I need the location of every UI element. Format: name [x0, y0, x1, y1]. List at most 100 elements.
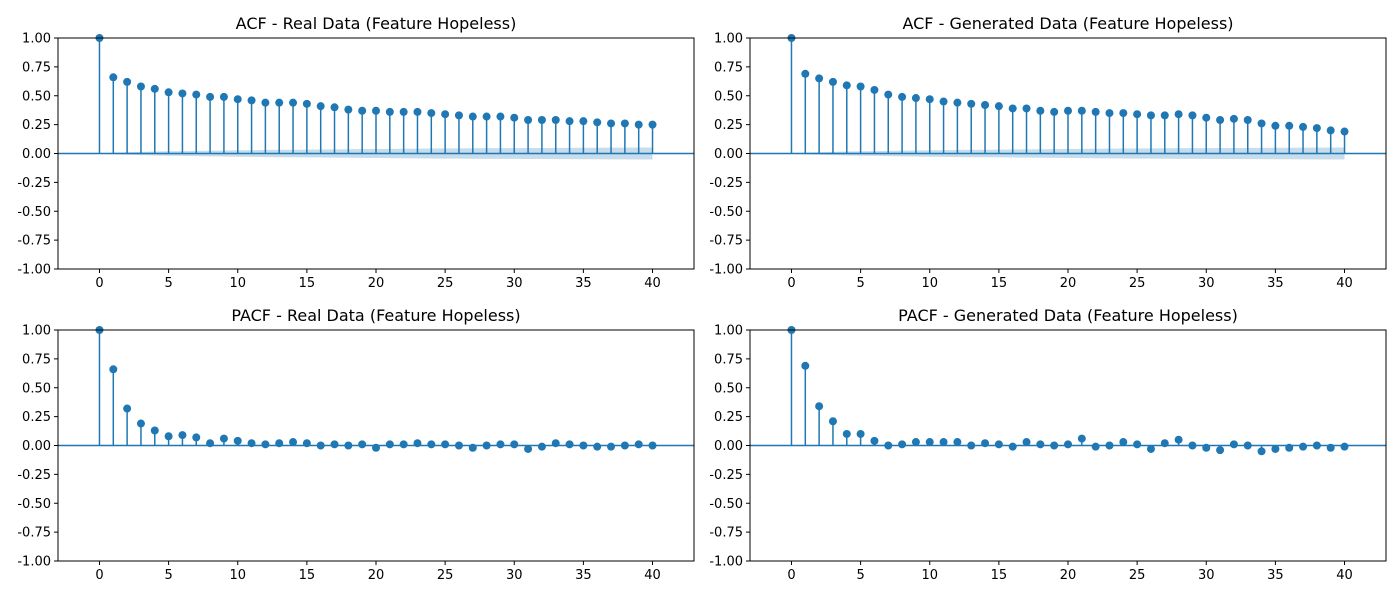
- lag-marker: [385, 107, 394, 116]
- x-tick-label: 20: [368, 568, 385, 583]
- lag-marker: [1050, 107, 1059, 116]
- lag-marker: [1105, 441, 1114, 450]
- lag-marker: [1174, 435, 1183, 444]
- lag-marker: [1271, 444, 1280, 453]
- lag-marker: [1243, 441, 1252, 450]
- y-tick-label: -0.25: [709, 176, 743, 191]
- lag-marker: [136, 82, 145, 91]
- lag-marker: [939, 97, 948, 106]
- x-tick-label: 15: [299, 276, 316, 291]
- x-tick-label: 15: [299, 568, 316, 583]
- lag-marker: [233, 436, 242, 445]
- x-tick-label: 25: [1129, 568, 1146, 583]
- lag-marker: [1036, 106, 1045, 115]
- y-tick-label: -1.00: [17, 263, 51, 278]
- lag-marker: [330, 440, 339, 449]
- y-tick-label: -0.50: [709, 497, 743, 512]
- lag-marker: [219, 434, 228, 443]
- lag-marker: [1064, 106, 1072, 115]
- lag-marker: [1340, 442, 1349, 451]
- x-tick-label: 10: [921, 568, 938, 583]
- lag-marker: [939, 438, 948, 447]
- lag-marker: [634, 440, 643, 449]
- lag-marker: [344, 105, 353, 114]
- y-tick-label: -0.50: [17, 497, 51, 512]
- x-tick-label: 15: [991, 568, 1008, 583]
- lag-marker: [524, 444, 533, 453]
- lag-marker: [898, 440, 907, 449]
- lag-marker: [925, 438, 934, 447]
- lag-marker: [164, 88, 173, 97]
- lag-marker: [109, 365, 118, 374]
- x-tick-label: 35: [575, 276, 592, 291]
- x-tick-label: 40: [1336, 568, 1353, 583]
- chart-title: PACF - Real Data (Feature Hopeless): [231, 306, 520, 325]
- lag-marker: [164, 432, 173, 441]
- lag-marker: [884, 90, 893, 99]
- lag-marker: [537, 116, 546, 125]
- lag-marker: [427, 440, 436, 449]
- x-tick-label: 10: [229, 276, 246, 291]
- lag-marker: [302, 439, 311, 448]
- lag-marker: [565, 440, 574, 449]
- x-tick-label: 25: [1129, 276, 1146, 291]
- y-tick-label: 0.50: [714, 381, 743, 396]
- x-tick-label: 30: [1198, 568, 1215, 583]
- lag-marker: [1146, 444, 1155, 453]
- lag-marker: [150, 426, 159, 435]
- pacf-generated-panel: PACF - Generated Data (Feature Hopeless)…: [709, 306, 1387, 583]
- x-tick-label: 5: [856, 568, 864, 583]
- lag-marker: [247, 439, 256, 448]
- lag-marker: [911, 94, 920, 103]
- lag-marker: [496, 112, 505, 121]
- lag-marker: [219, 92, 228, 101]
- lag-marker: [911, 438, 920, 447]
- lag-marker: [967, 441, 976, 450]
- lag-marker: [856, 82, 865, 91]
- x-tick-label: 0: [95, 568, 103, 583]
- lag-marker: [1312, 441, 1321, 450]
- lag-marker: [1229, 114, 1238, 123]
- lag-marker: [870, 436, 879, 445]
- lag-marker: [925, 95, 934, 104]
- lag-marker: [620, 119, 629, 128]
- y-tick-label: 0.00: [714, 439, 743, 454]
- lag-marker: [815, 74, 824, 83]
- lag-marker: [344, 441, 353, 450]
- y-tick-label: -0.25: [709, 468, 743, 483]
- lag-marker: [1312, 124, 1321, 133]
- lag-marker: [1271, 121, 1280, 130]
- lag-marker: [385, 440, 394, 449]
- lag-marker: [496, 440, 505, 449]
- y-tick-label: -0.25: [17, 176, 51, 191]
- y-tick-label: 1.00: [22, 324, 51, 339]
- y-tick-label: -0.75: [17, 234, 51, 249]
- y-tick-label: 0.75: [714, 60, 743, 75]
- chart-title: ACF - Generated Data (Feature Hopeless): [902, 14, 1233, 33]
- lag-marker: [1119, 109, 1128, 118]
- x-tick-label: 5: [856, 276, 864, 291]
- lag-marker: [1077, 434, 1086, 443]
- lag-marker: [648, 441, 657, 450]
- lag-marker: [1299, 122, 1308, 131]
- lag-marker: [1008, 104, 1017, 113]
- lag-marker: [454, 441, 463, 450]
- y-tick-label: -0.25: [17, 468, 51, 483]
- lag-marker: [898, 92, 907, 101]
- x-tick-label: 5: [164, 568, 172, 583]
- lag-marker: [109, 73, 118, 82]
- lag-marker: [482, 441, 491, 450]
- lag-marker: [1091, 442, 1100, 451]
- lag-marker: [1202, 443, 1211, 452]
- x-tick-label: 0: [787, 276, 795, 291]
- lag-marker: [192, 90, 201, 99]
- lag-marker: [620, 441, 629, 450]
- lag-marker: [358, 106, 367, 115]
- lag-marker: [1146, 111, 1155, 120]
- acf-real-panel: ACF - Real Data (Feature Hopeless) 0 5 10 1…: [17, 14, 695, 291]
- x-tick-label: 10: [229, 568, 246, 583]
- lag-marker: [261, 98, 270, 107]
- lag-marker: [1160, 111, 1169, 120]
- lag-marker: [1285, 121, 1294, 130]
